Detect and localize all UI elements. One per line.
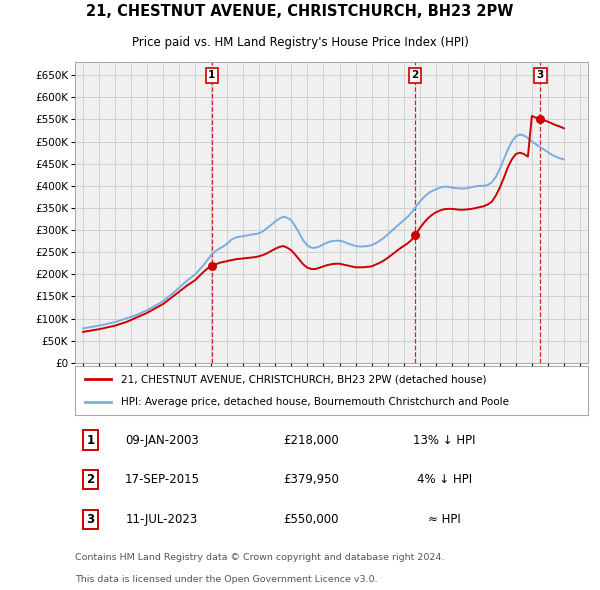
Text: 13% ↓ HPI: 13% ↓ HPI: [413, 434, 476, 447]
Text: 3: 3: [537, 70, 544, 80]
Text: This data is licensed under the Open Government Licence v3.0.: This data is licensed under the Open Gov…: [75, 575, 377, 585]
Text: ≈ HPI: ≈ HPI: [428, 513, 461, 526]
Text: 21, CHESTNUT AVENUE, CHRISTCHURCH, BH23 2PW: 21, CHESTNUT AVENUE, CHRISTCHURCH, BH23 …: [86, 5, 514, 19]
Text: 1: 1: [86, 434, 94, 447]
Text: 3: 3: [86, 513, 94, 526]
Text: HPI: Average price, detached house, Bournemouth Christchurch and Poole: HPI: Average price, detached house, Bour…: [121, 396, 509, 407]
Text: Contains HM Land Registry data © Crown copyright and database right 2024.: Contains HM Land Registry data © Crown c…: [75, 553, 445, 562]
Text: £218,000: £218,000: [283, 434, 339, 447]
Text: Price paid vs. HM Land Registry's House Price Index (HPI): Price paid vs. HM Land Registry's House …: [131, 36, 469, 49]
Text: 2: 2: [86, 473, 94, 486]
Text: 4% ↓ HPI: 4% ↓ HPI: [417, 473, 472, 486]
Text: 17-SEP-2015: 17-SEP-2015: [125, 473, 200, 486]
Text: 2: 2: [412, 70, 419, 80]
Text: 1: 1: [208, 70, 215, 80]
Text: £550,000: £550,000: [283, 513, 339, 526]
Text: £379,950: £379,950: [283, 473, 339, 486]
Text: 09-JAN-2003: 09-JAN-2003: [125, 434, 199, 447]
Text: 21, CHESTNUT AVENUE, CHRISTCHURCH, BH23 2PW (detached house): 21, CHESTNUT AVENUE, CHRISTCHURCH, BH23 …: [121, 374, 487, 384]
Text: 11-JUL-2023: 11-JUL-2023: [126, 513, 199, 526]
